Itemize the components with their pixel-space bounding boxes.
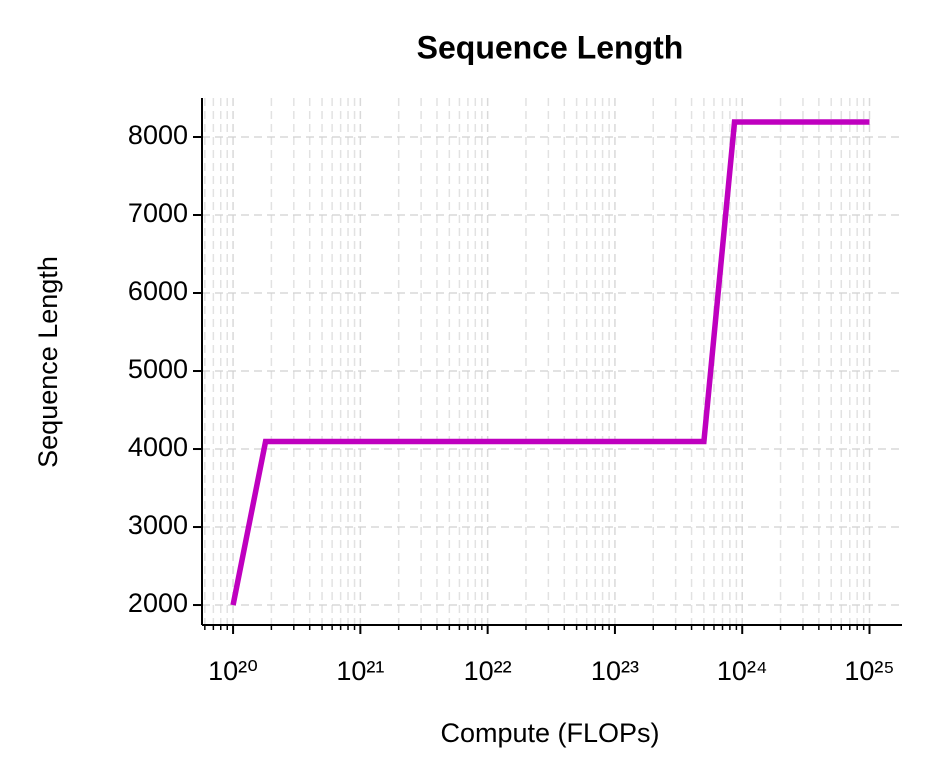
x-axis-label: Compute (FLOPs) (440, 718, 659, 748)
y-tick-label: 5000 (128, 354, 188, 384)
data-line (230, 119, 870, 606)
x-tick-label: 10²⁵ (844, 656, 894, 686)
y-axis-label: Sequence Length (33, 256, 63, 468)
x-tick-label: 10²¹ (336, 656, 384, 686)
y-tick-label: 7000 (128, 198, 188, 228)
y-tick-label: 2000 (128, 588, 188, 618)
y-tick-label: 6000 (128, 276, 188, 306)
x-tick-label: 10²² (464, 656, 512, 686)
y-tick-label: 3000 (128, 510, 188, 540)
x-tick-label: 10²⁰ (208, 656, 258, 686)
y-tick-label: 8000 (128, 120, 188, 150)
x-tick-label: 10²³ (591, 656, 639, 686)
x-tick-label: 10²⁴ (717, 656, 768, 686)
chart-title: Sequence Length (417, 29, 684, 65)
y-tick-label: 4000 (128, 432, 188, 462)
